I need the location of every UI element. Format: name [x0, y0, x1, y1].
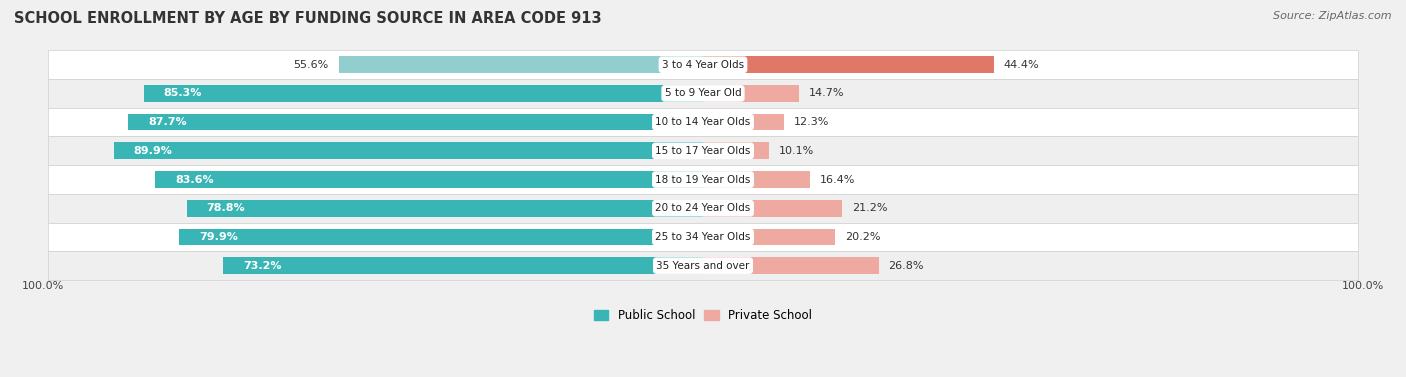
Bar: [128, 114, 703, 130]
Bar: [339, 57, 703, 73]
Text: 20.2%: 20.2%: [845, 232, 880, 242]
FancyBboxPatch shape: [48, 222, 1358, 251]
FancyBboxPatch shape: [48, 79, 1358, 108]
Text: 83.6%: 83.6%: [174, 175, 214, 184]
Text: 55.6%: 55.6%: [294, 60, 329, 70]
Bar: [180, 228, 703, 245]
Bar: [703, 114, 783, 130]
Legend: Public School, Private School: Public School, Private School: [589, 304, 817, 326]
Text: 35 Years and over: 35 Years and over: [657, 261, 749, 271]
Text: 89.9%: 89.9%: [134, 146, 173, 156]
Bar: [143, 85, 703, 102]
Text: 85.3%: 85.3%: [163, 89, 202, 98]
Bar: [187, 200, 703, 216]
Text: 16.4%: 16.4%: [820, 175, 856, 184]
Text: 79.9%: 79.9%: [200, 232, 238, 242]
Text: 100.0%: 100.0%: [1343, 281, 1385, 291]
Text: 87.7%: 87.7%: [148, 117, 187, 127]
Text: 73.2%: 73.2%: [243, 261, 281, 271]
Text: 26.8%: 26.8%: [889, 261, 924, 271]
FancyBboxPatch shape: [48, 51, 1358, 79]
Text: 15 to 17 Year Olds: 15 to 17 Year Olds: [655, 146, 751, 156]
Text: 20 to 24 Year Olds: 20 to 24 Year Olds: [655, 203, 751, 213]
Bar: [703, 171, 810, 188]
Text: 100.0%: 100.0%: [21, 281, 63, 291]
Text: 25 to 34 Year Olds: 25 to 34 Year Olds: [655, 232, 751, 242]
Text: SCHOOL ENROLLMENT BY AGE BY FUNDING SOURCE IN AREA CODE 913: SCHOOL ENROLLMENT BY AGE BY FUNDING SOUR…: [14, 11, 602, 26]
Text: 10.1%: 10.1%: [779, 146, 814, 156]
Bar: [114, 143, 703, 159]
Text: 10 to 14 Year Olds: 10 to 14 Year Olds: [655, 117, 751, 127]
Text: 3 to 4 Year Olds: 3 to 4 Year Olds: [662, 60, 744, 70]
Text: 44.4%: 44.4%: [1004, 60, 1039, 70]
Bar: [703, 200, 842, 216]
Bar: [703, 228, 835, 245]
Text: 78.8%: 78.8%: [207, 203, 245, 213]
FancyBboxPatch shape: [48, 108, 1358, 136]
Text: 5 to 9 Year Old: 5 to 9 Year Old: [665, 89, 741, 98]
Bar: [703, 57, 994, 73]
Bar: [703, 143, 769, 159]
Bar: [703, 257, 879, 274]
Text: 21.2%: 21.2%: [852, 203, 887, 213]
Text: 14.7%: 14.7%: [808, 89, 845, 98]
Bar: [224, 257, 703, 274]
FancyBboxPatch shape: [48, 165, 1358, 194]
Text: 12.3%: 12.3%: [793, 117, 828, 127]
FancyBboxPatch shape: [48, 251, 1358, 280]
Text: 18 to 19 Year Olds: 18 to 19 Year Olds: [655, 175, 751, 184]
Bar: [703, 85, 800, 102]
FancyBboxPatch shape: [48, 136, 1358, 165]
FancyBboxPatch shape: [48, 194, 1358, 222]
Bar: [155, 171, 703, 188]
Text: Source: ZipAtlas.com: Source: ZipAtlas.com: [1274, 11, 1392, 21]
